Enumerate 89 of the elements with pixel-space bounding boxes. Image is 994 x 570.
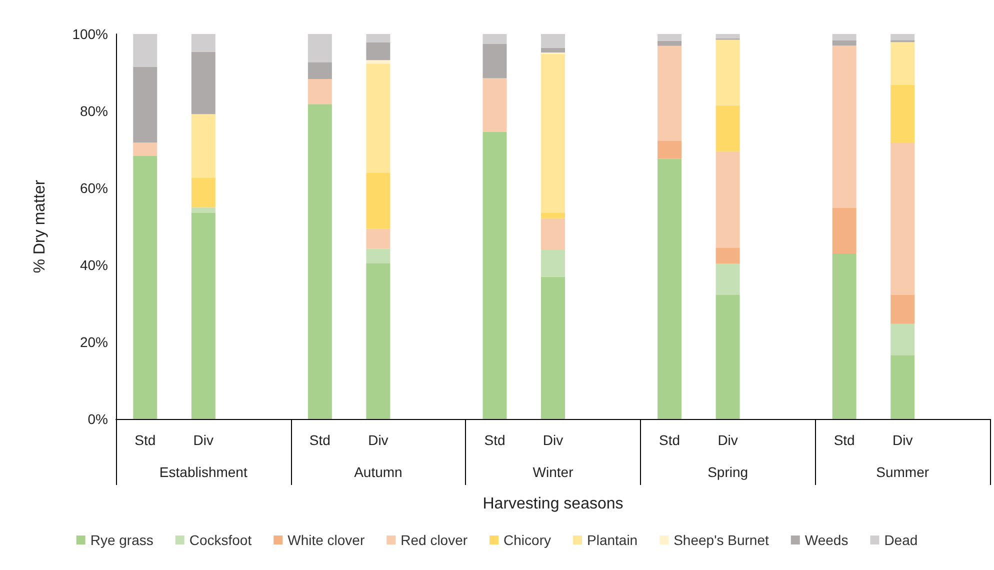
bar bbox=[308, 104, 332, 419]
x-tick-label: Std bbox=[309, 432, 330, 448]
bar bbox=[716, 40, 740, 106]
bar bbox=[482, 78, 507, 132]
bar bbox=[133, 142, 158, 156]
text: Winter bbox=[532, 464, 574, 480]
bar bbox=[658, 40, 682, 46]
bar bbox=[308, 62, 332, 80]
bar bbox=[832, 40, 856, 46]
legend-label: Dead bbox=[884, 532, 918, 548]
bar bbox=[191, 114, 216, 178]
bar bbox=[541, 34, 565, 48]
bar bbox=[482, 132, 507, 419]
bar bbox=[366, 42, 390, 60]
bar bbox=[308, 34, 332, 62]
text: Establishment bbox=[159, 464, 248, 480]
x-tick-label: Div bbox=[368, 432, 388, 448]
bar bbox=[191, 178, 216, 208]
bar bbox=[541, 276, 565, 419]
x-tick-label: Div bbox=[542, 432, 564, 448]
bar bbox=[541, 212, 565, 218]
x-tick-label: Div bbox=[892, 432, 913, 448]
bar bbox=[541, 250, 565, 277]
bar bbox=[133, 156, 158, 419]
y-axis-title: % Dry matter bbox=[32, 179, 48, 274]
x-axis-title: Harvesting seasons bbox=[482, 496, 624, 512]
legend-label: Cocksfoot bbox=[189, 532, 252, 548]
y-tick-label: 40% bbox=[80, 257, 108, 273]
bar bbox=[832, 34, 856, 41]
bar bbox=[541, 218, 565, 250]
bar bbox=[716, 151, 740, 248]
bar bbox=[191, 207, 216, 213]
legend-label: Chicory bbox=[504, 532, 552, 548]
bar bbox=[366, 172, 390, 229]
bar bbox=[890, 34, 915, 40]
bar bbox=[541, 54, 565, 213]
bar bbox=[133, 66, 158, 143]
bar bbox=[366, 60, 390, 64]
bar bbox=[890, 324, 915, 356]
bar bbox=[716, 294, 740, 419]
bar bbox=[482, 44, 507, 78]
legend-label: Sheep's Burnet bbox=[674, 532, 769, 548]
legend-label: Red clover bbox=[400, 532, 468, 548]
y-tick-label: 20% bbox=[80, 334, 108, 350]
y-tick-label: 0% bbox=[88, 411, 108, 427]
legend-label: White clover bbox=[288, 532, 365, 548]
bar bbox=[890, 355, 915, 419]
legend-label: Plantain bbox=[586, 532, 638, 548]
bar bbox=[890, 42, 915, 85]
bar bbox=[716, 263, 740, 295]
y-tick-label: 60% bbox=[80, 180, 108, 196]
bar bbox=[191, 212, 216, 419]
legend-label: Rye grass bbox=[90, 532, 154, 548]
bar bbox=[482, 34, 507, 44]
y-tick-label: 100% bbox=[72, 26, 108, 42]
x-tick-label: Std bbox=[484, 432, 506, 448]
y-tick-label: 80% bbox=[80, 103, 108, 119]
text: Summer bbox=[876, 464, 930, 480]
bar bbox=[308, 79, 332, 104]
bar bbox=[832, 208, 856, 254]
bar bbox=[366, 263, 390, 419]
bar bbox=[890, 295, 915, 324]
bar bbox=[658, 46, 682, 141]
bar bbox=[658, 158, 682, 419]
bar bbox=[658, 34, 682, 41]
bar bbox=[133, 34, 158, 67]
bar bbox=[716, 105, 740, 152]
bar bbox=[832, 46, 856, 208]
bar bbox=[890, 142, 915, 296]
bar bbox=[366, 228, 390, 249]
bar bbox=[366, 248, 390, 264]
x-tick-label: Std bbox=[834, 432, 855, 448]
bar bbox=[366, 34, 390, 42]
bar bbox=[366, 64, 390, 173]
text: Spring bbox=[708, 464, 748, 480]
bar bbox=[191, 34, 216, 52]
bar bbox=[832, 253, 856, 419]
x-tick-label: Div bbox=[193, 432, 214, 448]
bar bbox=[191, 52, 216, 114]
text: Autumn bbox=[354, 464, 402, 480]
bar bbox=[716, 34, 740, 38]
bar bbox=[890, 84, 915, 143]
x-tick-label: Std bbox=[134, 432, 156, 448]
bar bbox=[541, 48, 565, 52]
bar bbox=[716, 248, 740, 264]
bar bbox=[658, 140, 682, 159]
x-tick-label: Div bbox=[718, 432, 738, 448]
x-tick-label: Std bbox=[659, 432, 680, 448]
legend-label: Weeds bbox=[804, 532, 848, 548]
